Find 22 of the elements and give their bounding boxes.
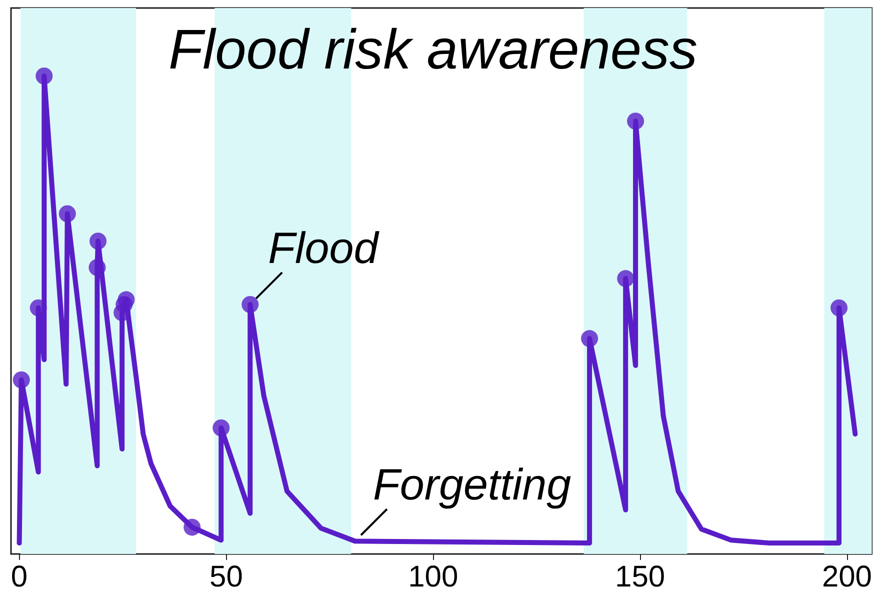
x-tick-label: 200 xyxy=(822,560,872,592)
x-tick-label: 0 xyxy=(10,560,28,592)
point xyxy=(184,518,201,536)
point xyxy=(88,259,106,276)
point xyxy=(118,291,135,308)
point xyxy=(36,68,53,84)
x-tick-label: 50 xyxy=(210,560,243,592)
point xyxy=(12,371,30,388)
point xyxy=(242,296,259,313)
x-tick-label: 150 xyxy=(615,560,666,592)
point xyxy=(58,205,76,222)
point xyxy=(90,232,107,250)
point xyxy=(627,112,644,130)
annotation: Forgetting xyxy=(372,460,572,510)
point xyxy=(581,330,598,348)
point xyxy=(30,299,47,316)
point xyxy=(830,299,848,316)
x-tick-label: 100 xyxy=(408,560,458,592)
point xyxy=(617,270,634,288)
point xyxy=(212,419,230,436)
chart-title: Flood risk awareness xyxy=(168,18,698,80)
annotation: Flood xyxy=(268,224,380,273)
